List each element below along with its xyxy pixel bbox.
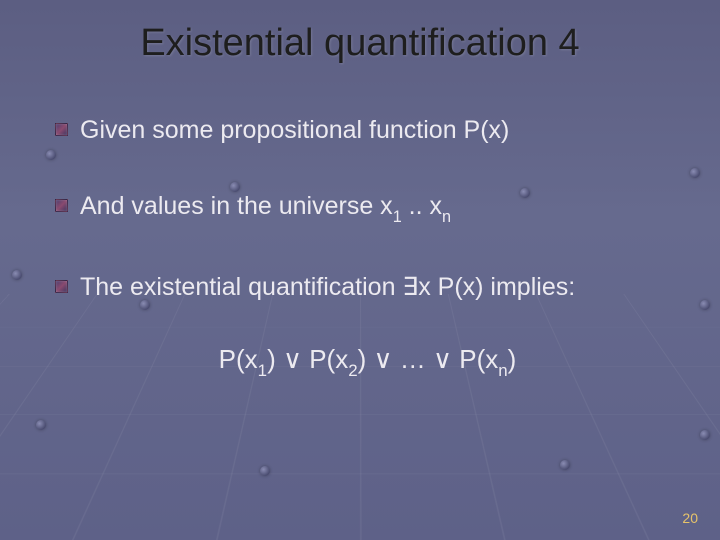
bullet-icon — [55, 199, 68, 212]
decorative-dot — [12, 270, 22, 280]
slide: Existential quantification 4 Given some … — [0, 0, 720, 540]
decorative-dot — [700, 430, 710, 440]
slide-number: 20 — [682, 510, 698, 526]
subscript: 2 — [348, 361, 357, 380]
slide-title: Existential quantification 4 — [0, 22, 720, 65]
decorative-dot — [690, 168, 700, 178]
decorative-dot — [700, 300, 710, 310]
decorative-dot — [36, 420, 46, 430]
decorative-dot — [260, 466, 270, 476]
bullet-text: Given some propositional function P(x) — [80, 115, 680, 145]
subscript: 1 — [393, 208, 402, 226]
decorative-dot — [560, 460, 570, 470]
text-fragment: And values in the universe x — [80, 192, 393, 220]
subscript: n — [442, 208, 451, 226]
subscript: 1 — [258, 361, 267, 380]
bullet-item: And values in the universe x1 .. xn — [55, 191, 680, 226]
text-fragment: .. x — [402, 192, 442, 220]
bullet-text: And values in the universe x1 .. xn — [80, 191, 680, 226]
bullet-text: The existential quantification ∃x P(x) i… — [80, 272, 680, 302]
text-fragment: ) — [508, 344, 517, 374]
bullet-icon — [55, 280, 68, 293]
bullet-icon — [55, 123, 68, 136]
formula: P(x1) ∨ P(x2) ∨ … ∨ P(xn) — [55, 344, 680, 379]
bullet-item: Given some propositional function P(x) — [55, 115, 680, 145]
bullet-item: The existential quantification ∃x P(x) i… — [55, 272, 680, 302]
slide-content: Given some propositional function P(x) A… — [55, 115, 680, 379]
text-fragment: ) ∨ … ∨ P(x — [358, 344, 499, 374]
subscript: n — [498, 361, 507, 380]
text-fragment: P(x — [219, 344, 258, 374]
text-fragment: ) ∨ P(x — [267, 344, 348, 374]
